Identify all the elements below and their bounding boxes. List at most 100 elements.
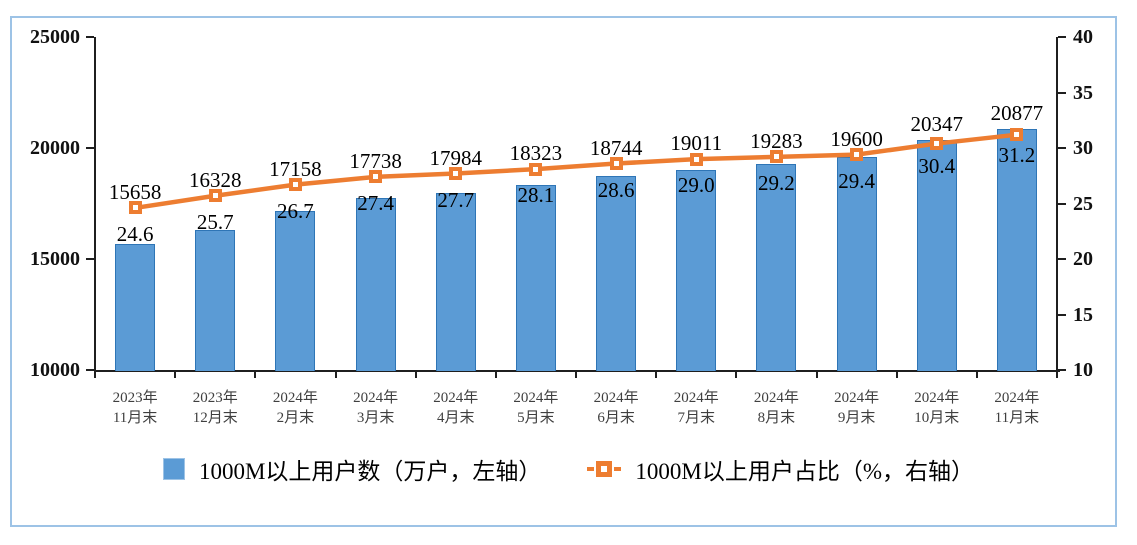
x-axis-label-line: 11月末	[994, 410, 1040, 426]
x-axis-tick	[575, 372, 577, 378]
right-axis-line	[1056, 37, 1058, 372]
x-axis-tick	[735, 372, 738, 378]
line-value-label: 27.4	[357, 190, 394, 215]
line-marker	[288, 178, 302, 192]
x-axis-tick	[174, 372, 177, 378]
bar-series-swatch-icon	[162, 458, 185, 480]
legend-square-marker-icon	[596, 461, 613, 477]
legend-dash-icon	[614, 467, 622, 471]
line-marker	[689, 152, 703, 166]
bar	[435, 192, 476, 371]
x-axis-label-line: 2024年	[914, 390, 960, 406]
right-axis-tick	[1058, 369, 1066, 371]
x-axis-tick	[975, 372, 978, 378]
left-axis-tick	[86, 36, 94, 38]
x-axis-label-line: 6月末	[597, 410, 635, 426]
x-axis-tick	[414, 372, 417, 378]
x-axis-tick	[815, 372, 818, 378]
x-axis-label: 2024年 5月末	[496, 388, 576, 428]
x-axis-label: 2024年 7月末	[656, 388, 736, 428]
x-axis-label-line: 2024年	[994, 390, 1040, 406]
line-value-label: 28.1	[517, 183, 555, 208]
line-value-label: 31.2	[998, 142, 1036, 167]
right-axis-tick-label: 15	[1073, 303, 1093, 326]
line-value-label: 24.6	[116, 221, 154, 246]
x-axis-label: 2024年 6月末	[576, 388, 656, 428]
right-axis-tick	[1058, 202, 1066, 205]
line-series-legend-label: 1000M以上用户占比（%，右轴）	[635, 459, 975, 484]
bar-value-label: 19600	[830, 126, 883, 151]
x-axis-label-line: 8月末	[757, 410, 796, 426]
right-axis-tick	[1058, 258, 1066, 260]
x-axis-label-line: 2024年	[433, 390, 479, 406]
bar	[195, 229, 236, 371]
bar	[596, 175, 637, 371]
x-axis-label-line: 2024年	[513, 390, 559, 406]
right-axis-tick-label: 10	[1073, 359, 1093, 381]
bar	[275, 211, 316, 371]
x-axis-label-line: 2023年	[192, 390, 238, 406]
line-value-label: 27.7	[437, 187, 475, 212]
line-value-label: 25.7	[196, 209, 234, 234]
line-value-label: 26.7	[277, 198, 314, 223]
line-marker	[128, 201, 142, 215]
left-axis-tick-label: 15000	[30, 248, 80, 270]
x-axis-line	[94, 370, 1060, 372]
x-axis-tick	[1056, 372, 1058, 378]
x-axis-label-line: 2024年	[673, 390, 719, 406]
left-axis-tick	[86, 147, 94, 149]
bar-value-label: 20877	[990, 100, 1044, 125]
bar-value-label: 15658	[108, 179, 162, 204]
x-axis-label-line: 2024年	[272, 390, 318, 406]
x-axis-tick	[494, 372, 497, 378]
x-axis-label-line: 3月末	[356, 410, 395, 426]
x-axis-label-line: 2024年	[834, 390, 880, 406]
x-axis-label-line: 2月末	[276, 410, 315, 426]
left-axis-line	[94, 37, 96, 372]
legend-dash-icon	[587, 467, 595, 471]
legend: 1000M以上用户数（万户，左轴） 1000M以上用户占比（%，右轴）	[0, 452, 1137, 486]
x-axis-tick	[254, 372, 257, 378]
x-axis-tick	[655, 372, 658, 378]
line-marker	[609, 157, 623, 171]
bar-value-label: 16328	[189, 167, 242, 192]
bar-value-label: 17984	[429, 145, 483, 170]
right-axis-tick	[1058, 313, 1066, 316]
bar-value-label: 19283	[750, 128, 803, 153]
x-axis-label-line: 2024年	[593, 390, 639, 406]
line-marker	[529, 162, 543, 176]
line-value-label: 29.4	[838, 168, 875, 193]
bar-series-legend-label: 1000M以上用户数（万户，左轴）	[198, 459, 542, 484]
bar-value-label: 17738	[349, 148, 402, 173]
x-axis-label-line: 7月末	[677, 410, 715, 426]
x-axis-label: 2024年 8月末	[736, 388, 816, 428]
line-value-label: 29.2	[758, 170, 795, 195]
right-axis-tick-label: 35	[1073, 81, 1093, 104]
line-marker	[850, 148, 864, 162]
x-axis-label: 2023年 11月末	[95, 388, 175, 428]
bar-value-label: 20347	[910, 112, 964, 137]
left-axis-tick	[86, 369, 94, 371]
x-axis-label-line: 12月末	[192, 410, 238, 426]
line-marker	[369, 170, 383, 184]
legend-item-bar-series: 1000M以上用户数（万户，左轴）	[162, 452, 542, 486]
x-axis-label-line: 2024年	[353, 390, 399, 406]
bar	[515, 185, 556, 371]
x-axis-label-line: 11月末	[112, 410, 158, 426]
x-axis-label: 2024年 10月末	[897, 388, 977, 428]
right-axis-tick	[1058, 91, 1066, 94]
left-axis-tick-label: 25000	[30, 26, 80, 48]
left-axis-tick-label: 10000	[30, 359, 80, 381]
line-value-label: 30.4	[918, 154, 956, 179]
x-axis-label-line: 5月末	[517, 410, 555, 426]
right-axis-tick-label: 30	[1073, 137, 1093, 159]
right-axis-tick-label: 20	[1073, 248, 1093, 270]
x-axis-label-line: 10月末	[914, 410, 960, 426]
legend-item-line-series: 1000M以上用户占比（%，右轴）	[587, 452, 974, 486]
bar	[355, 198, 396, 371]
right-axis-tick-label: 40	[1073, 26, 1093, 48]
x-axis-label: 2023年 12月末	[175, 388, 255, 428]
left-axis-tick-label: 20000	[30, 137, 80, 159]
left-axis-tick	[86, 258, 94, 260]
